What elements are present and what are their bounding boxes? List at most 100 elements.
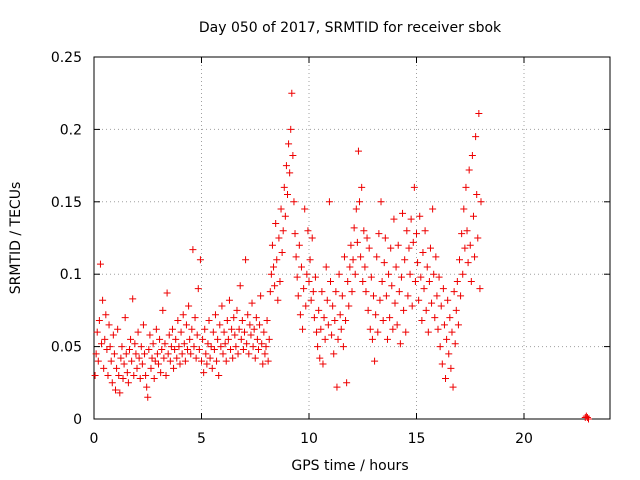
data-point: [250, 325, 258, 333]
data-point: [349, 256, 357, 264]
data-point: [205, 317, 213, 325]
data-point: [186, 335, 194, 343]
data-point: [425, 277, 433, 285]
data-point: [99, 296, 107, 304]
data-point: [171, 345, 179, 353]
data-point: [315, 306, 323, 314]
data-point: [290, 198, 298, 206]
data-point: [376, 296, 384, 304]
data-point: [163, 289, 171, 297]
data-point: [316, 354, 324, 362]
data-point: [377, 198, 385, 206]
data-point: [354, 147, 362, 155]
data-point: [466, 241, 474, 249]
data-point: [391, 299, 399, 307]
data-point: [103, 345, 111, 353]
data-point: [388, 282, 396, 290]
data-point: [217, 343, 225, 351]
data-point: [104, 372, 112, 380]
data-point: [460, 205, 468, 213]
data-point: [251, 354, 259, 362]
data-point: [216, 321, 224, 329]
data-point: [101, 335, 109, 343]
data-point: [105, 321, 113, 329]
data-point: [294, 292, 302, 300]
data-point: [330, 350, 338, 358]
data-point: [373, 253, 381, 261]
data-point: [155, 360, 162, 368]
data-point: [187, 350, 195, 358]
data-point: [115, 372, 123, 380]
data-point: [252, 314, 260, 322]
data-point: [160, 354, 168, 362]
data-point: [471, 253, 479, 261]
data-point: [215, 372, 223, 380]
data-point: [172, 335, 180, 343]
data-point: [457, 292, 465, 300]
data-point: [222, 357, 230, 365]
data-point: [434, 325, 442, 333]
data-point: [331, 317, 339, 325]
data-point: [291, 230, 299, 238]
data-point: [339, 343, 347, 351]
data-point: [92, 350, 100, 358]
data-point: [198, 357, 205, 365]
data-point: [419, 248, 427, 256]
x-tick-label: 5: [197, 431, 206, 447]
data-point: [344, 277, 352, 285]
data-point: [306, 256, 314, 264]
data-point: [329, 302, 337, 310]
axis-ticks: [93, 56, 610, 420]
data-point: [130, 372, 138, 380]
data-point: [288, 89, 296, 97]
x-tick-label: 10: [300, 431, 318, 447]
data-point: [452, 306, 460, 314]
data-point: [314, 343, 322, 351]
data-point: [124, 379, 132, 387]
data-point: [387, 244, 395, 252]
data-point: [371, 357, 379, 365]
data-point: [453, 277, 461, 285]
data-point: [153, 350, 161, 358]
data-point: [324, 321, 332, 329]
data-point: [227, 345, 235, 353]
data-point: [356, 198, 364, 206]
data-point: [382, 292, 390, 300]
data-point: [428, 299, 436, 307]
data-point: [423, 263, 431, 271]
data-point: [385, 270, 393, 278]
data-point: [474, 234, 482, 242]
y-tick-label: 0.05: [51, 340, 82, 356]
data-point: [338, 292, 346, 300]
data-point: [318, 288, 326, 296]
data-point: [374, 328, 382, 336]
data-point: [123, 369, 131, 377]
x-axis-label: GPS time / hours: [291, 458, 408, 474]
data-point: [281, 212, 289, 220]
data-point: [210, 345, 218, 353]
data-point: [362, 288, 370, 296]
data-point: [157, 369, 165, 377]
data-point: [106, 343, 114, 351]
data-point: [263, 317, 271, 325]
x-tick-label: 0: [90, 431, 99, 447]
data-point: [230, 314, 238, 322]
data-point: [364, 306, 372, 314]
data-point: [143, 383, 151, 391]
data-point: [400, 306, 408, 314]
data-point: [361, 263, 369, 271]
data-point: [401, 256, 409, 264]
data-point: [328, 331, 336, 339]
y-tick-label: 0.25: [51, 50, 82, 66]
data-point: [128, 357, 136, 365]
y-tick-labels: 0 0.05 0.1 0.15 0.2 0.25: [51, 50, 82, 428]
data-point: [271, 282, 279, 290]
data-point: [236, 282, 244, 290]
data-point: [414, 259, 422, 267]
data-point: [347, 241, 355, 249]
x-tick-labels: 0 5 10 15 20: [90, 431, 533, 447]
data-point: [289, 151, 297, 159]
data-point: [342, 317, 350, 325]
